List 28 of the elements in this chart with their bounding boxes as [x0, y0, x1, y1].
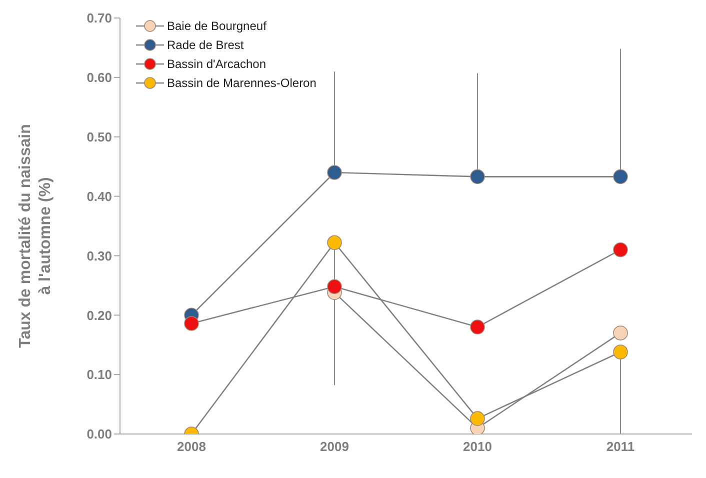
point	[327, 165, 342, 180]
point	[613, 344, 628, 360]
point	[470, 320, 485, 334]
y-axis-title: Taux de mortalité du naissain à l'automne (%)	[17, 124, 54, 348]
point	[613, 242, 628, 258]
y-tick-label: 0.60	[86, 70, 112, 86]
legend-label: Rade de Brest	[167, 38, 244, 52]
point	[327, 235, 342, 250]
x-tick-label: 2008	[177, 439, 206, 454]
legend-label: Bassin d'Arcachon	[167, 56, 266, 70]
y-tick-label: 0.00	[86, 426, 112, 442]
y-tick-label: 0.50	[86, 129, 112, 144]
point	[470, 169, 485, 184]
x-tick-label: 2011	[606, 439, 635, 454]
legend-label: Baie de Bourgneuf	[167, 18, 266, 32]
y-tick-label: 0.70	[86, 10, 112, 26]
y-tick-label: 0.40	[86, 188, 112, 204]
y-tick-label: 0.20	[86, 308, 112, 323]
point	[327, 279, 342, 294]
point	[613, 169, 628, 184]
x-tick-label: 2010	[463, 439, 492, 454]
point	[613, 326, 628, 340]
y-tick-label: 0.10	[86, 367, 112, 382]
legend-label: Bassin de Marennes-Oleron	[167, 76, 316, 90]
x-tick-label: 2009	[320, 439, 349, 454]
y-tick-label: 0.30	[86, 248, 112, 264]
point	[470, 411, 485, 426]
point	[184, 316, 199, 331]
